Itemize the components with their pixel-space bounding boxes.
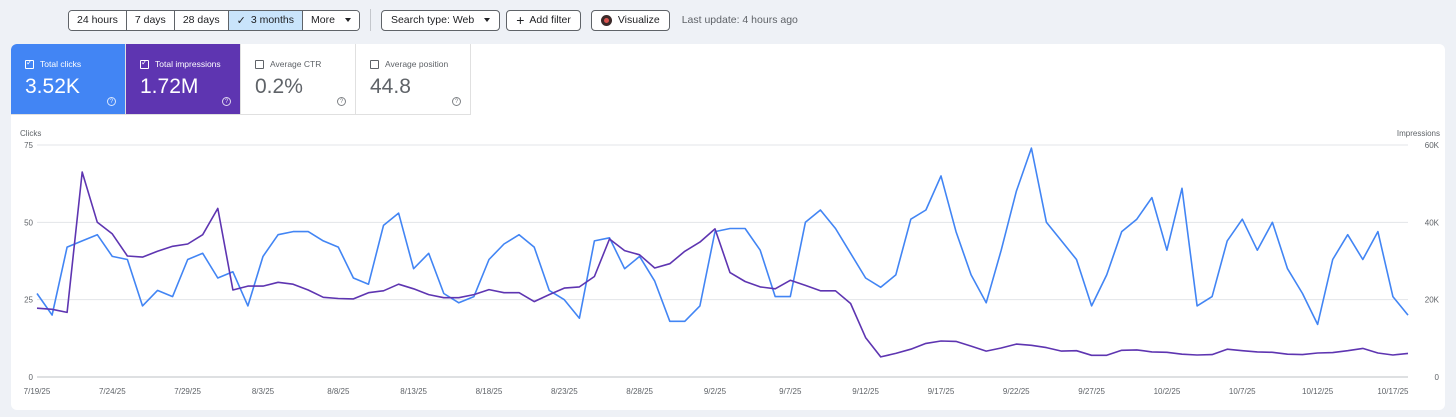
search-type-dropdown[interactable]: Search type: Web [380,9,501,31]
metric-value: 0.2% [255,75,303,98]
help-icon[interactable]: ? [222,97,231,106]
metric-card-average-ctr[interactable]: Average CTR 0.2% ? [241,44,356,115]
impressions-series-line [36,171,1409,358]
x-tick-label: 7/29/25 [174,387,201,396]
left-tick-label: 25 [24,296,33,305]
right-tick-label: 0 [1435,373,1440,382]
performance-chart[interactable]: Clicks Impressions 0 0 25 20K 50 40K 75 60K 7/19/2… [11,44,1445,410]
x-tick-label: 8/18/25 [476,387,503,396]
caret-down-icon [484,18,491,22]
range-3-months[interactable]: ✓ 3 months [228,10,304,30]
metric-label: Average CTR [270,59,322,69]
x-tick-label: 8/23/25 [551,387,578,396]
x-tick-label: 9/12/25 [852,387,879,396]
x-tick-label: 9/7/25 [779,387,802,396]
left-tick-label: 50 [24,218,33,227]
plus-icon: + [516,12,525,28]
metric-card-average-position[interactable]: Average position 44.8 ? [356,44,471,115]
x-tick-label: 10/7/25 [1229,387,1256,396]
metric-cards: ✓ Total clicks 3.52K ? ✓ Total impressio… [11,44,471,115]
x-tick-label: 8/28/25 [626,387,653,396]
metric-value: 3.52K [25,75,80,98]
clicks-series-line [36,147,1409,326]
x-tick-label: 10/12/25 [1302,387,1334,396]
metric-value: 44.8 [370,75,411,98]
x-tick-label: 8/3/25 [252,387,275,396]
range-more-label: More [311,14,335,26]
metric-value: 1.72M [140,75,199,98]
checkbox-checked-icon[interactable]: ✓ [25,58,34,69]
checkmark-icon: ✓ [236,14,246,27]
left-tick-label: 0 [29,373,34,382]
caret-down-icon [344,18,351,22]
visualize-icon [600,14,612,26]
x-tick-label: 10/2/25 [1154,387,1181,396]
last-update-text: Last update: 4 hours ago [681,14,798,26]
range-3-months-label: 3 months [250,14,295,26]
left-axis-title: Clicks [20,129,41,138]
x-tick-label: 10/17/25 [1377,387,1409,396]
date-range-selector: 24 hours 7 days 28 days ✓ 3 months More [68,9,360,31]
range-24-hours[interactable]: 24 hours [69,10,127,30]
left-tick-label: 75 [24,141,33,150]
right-tick-label: 40K [1425,218,1440,227]
x-tick-label: 7/19/25 [24,387,51,396]
add-filter-button[interactable]: + Add filter [506,9,581,31]
x-tick-label: 9/17/25 [928,387,955,396]
help-icon[interactable]: ? [107,97,116,106]
checkbox-unchecked-icon[interactable] [255,60,264,69]
performance-panel: ✓ Total clicks 3.52K ? ✓ Total impressio… [11,44,1445,410]
range-more-dropdown[interactable]: More [303,10,359,30]
x-tick-label: 9/22/25 [1003,387,1030,396]
range-7-days[interactable]: 7 days [126,10,175,30]
x-tick-label: 8/13/25 [400,387,427,396]
x-tick-label: 9/2/25 [704,387,727,396]
visualize-button[interactable]: Visualize [590,9,670,31]
right-tick-label: 60K [1425,141,1440,150]
help-icon[interactable]: ? [452,97,461,106]
metric-card-total-impressions[interactable]: ✓ Total impressions 1.72M ? [126,44,241,115]
toolbar-divider [369,9,371,31]
add-filter-label: Add filter [529,14,571,26]
metric-card-total-clicks[interactable]: ✓ Total clicks 3.52K ? [11,44,126,115]
help-icon[interactable]: ? [337,97,346,106]
x-tick-label: 8/8/25 [327,387,350,396]
visualize-label: Visualize [617,14,660,26]
right-axis-title: Impressions [1397,129,1440,138]
checkbox-unchecked-icon[interactable] [370,60,379,69]
metric-label: Average position [385,59,449,69]
checkbox-checked-icon[interactable]: ✓ [140,58,149,69]
search-type-label: Search type: Web [390,14,475,26]
x-tick-label: 7/24/25 [99,387,126,396]
toolbar: 24 hours 7 days 28 days ✓ 3 months More … [68,9,798,31]
metric-label: Total impressions [155,59,221,69]
range-28-days[interactable]: 28 days [174,10,229,30]
right-tick-label: 20K [1425,296,1440,305]
metric-label: Total clicks [40,59,82,69]
x-tick-label: 9/27/25 [1078,387,1105,396]
